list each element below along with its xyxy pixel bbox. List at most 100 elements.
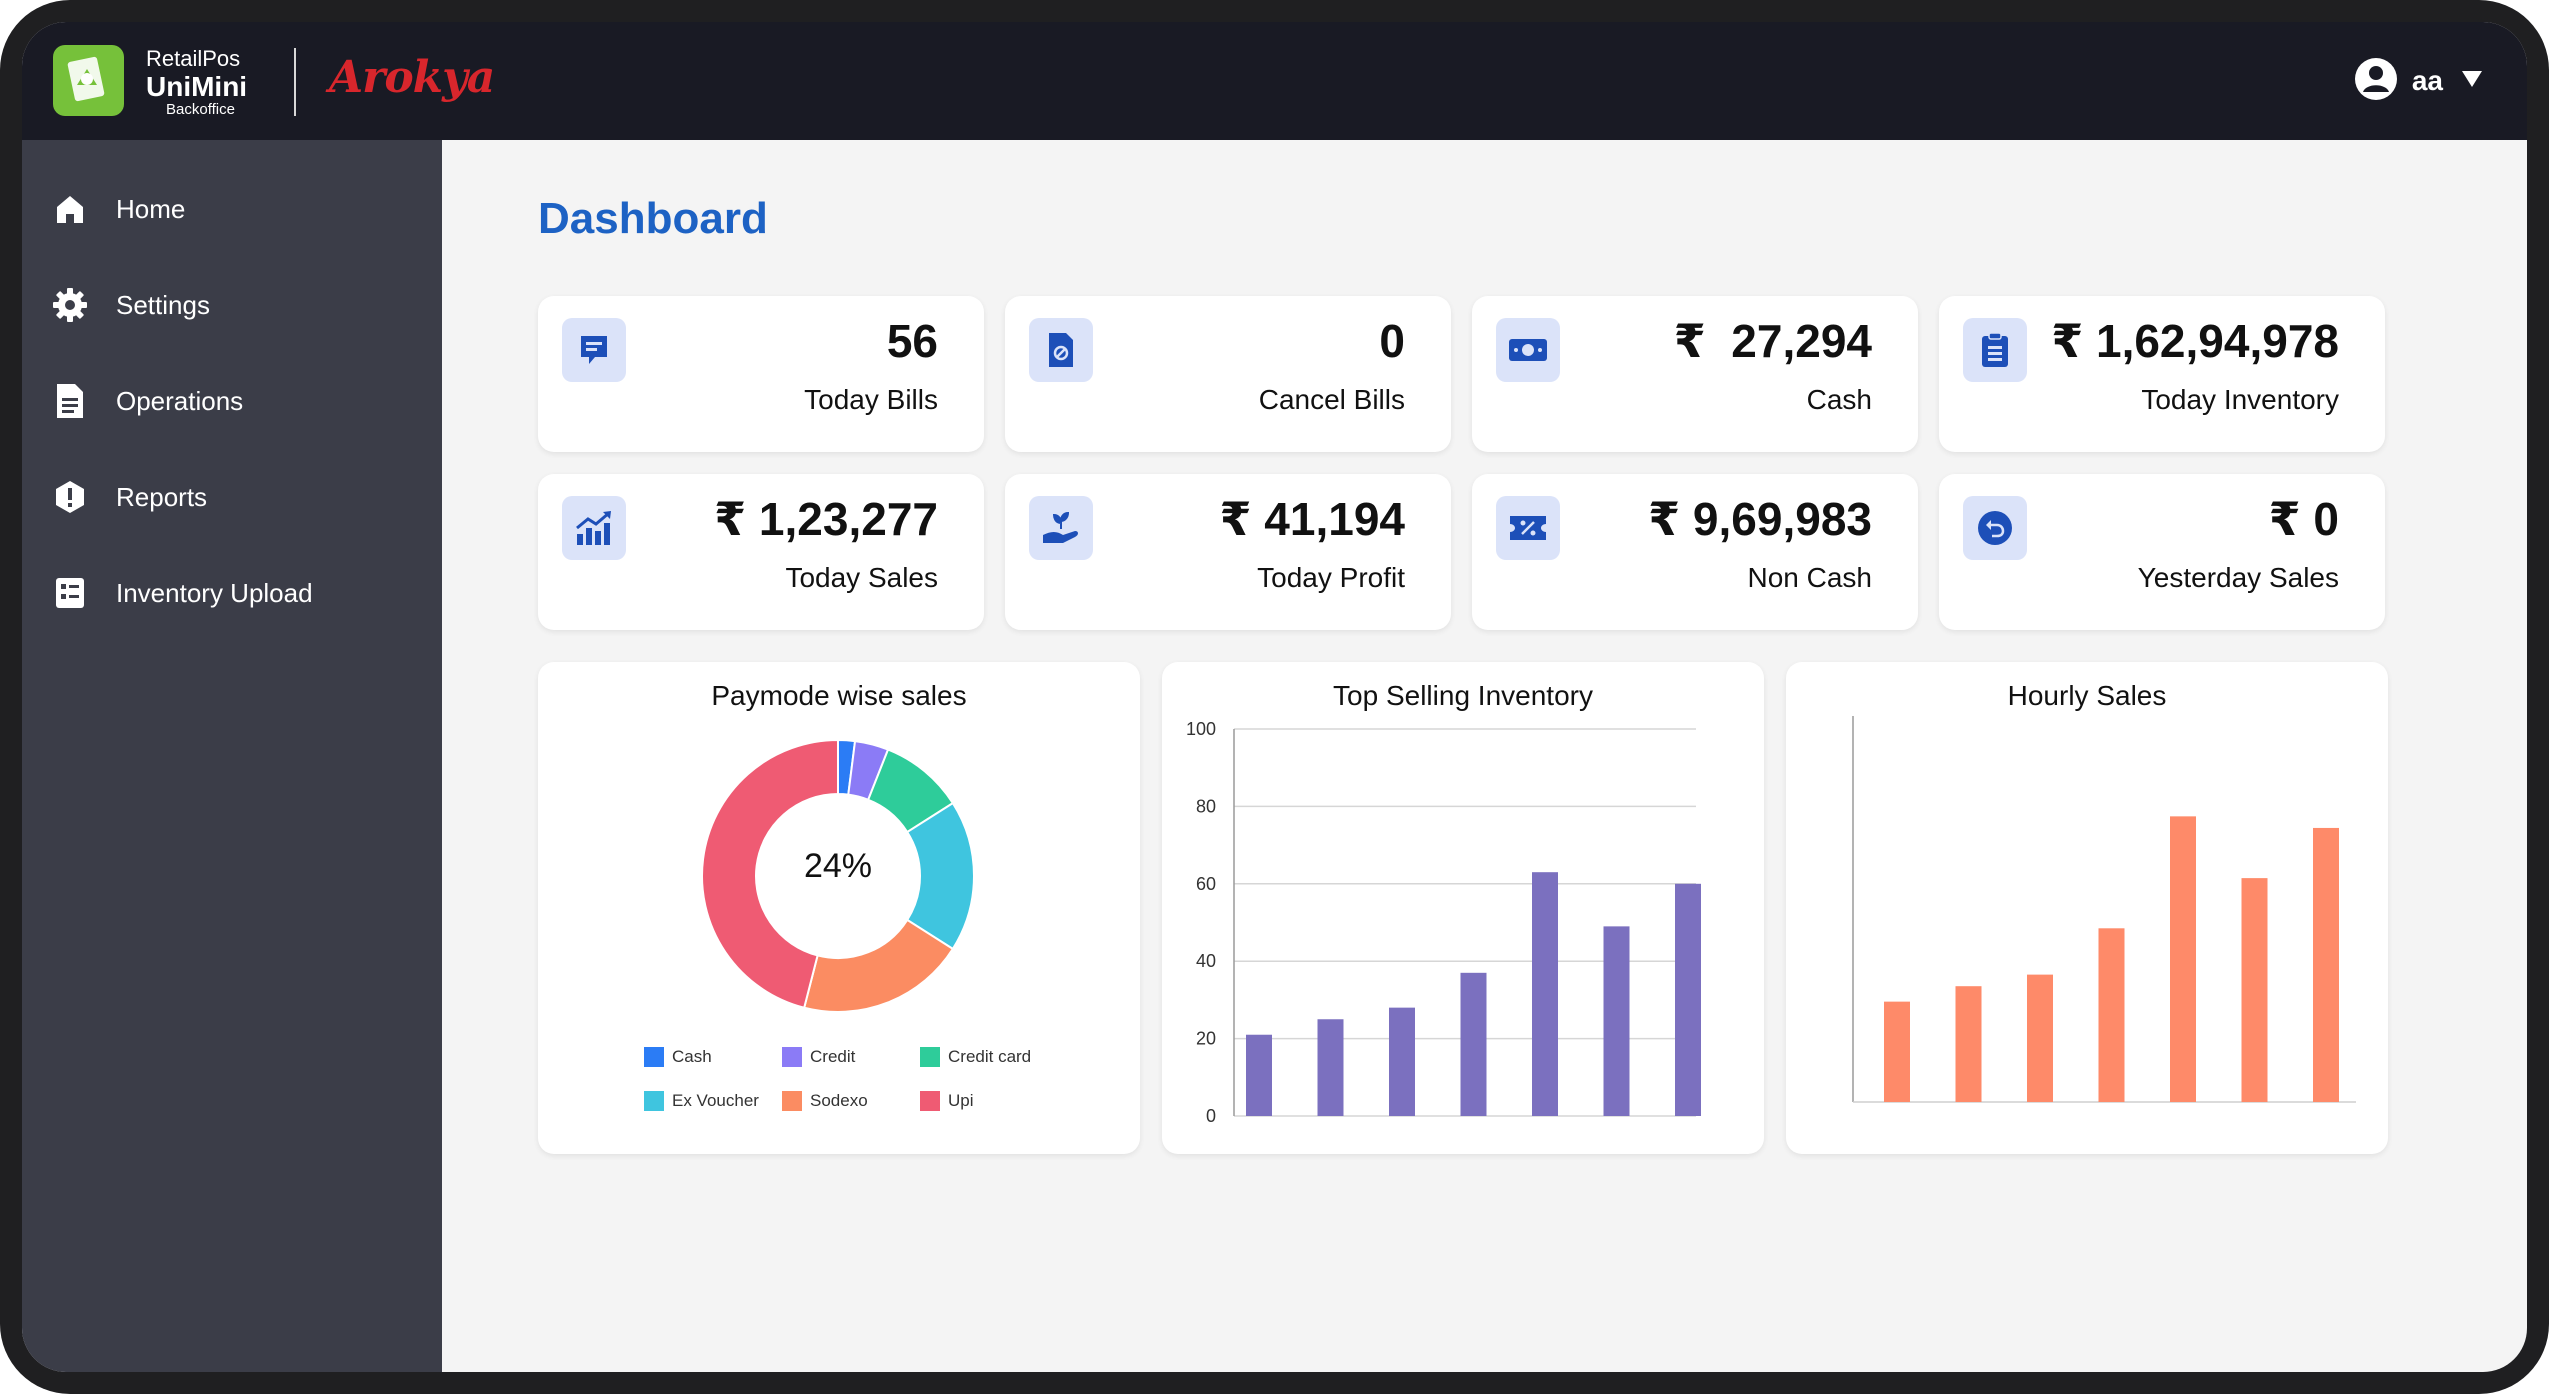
stat-value: ₹ 41,194 (1219, 493, 1405, 545)
brand-divider (294, 48, 296, 116)
top-bar: RetailPos UniMini Backoffice Arokya aa (22, 22, 2527, 140)
legend-item-cash[interactable]: Cash (644, 1047, 712, 1067)
stat-card-non-cash[interactable]: ₹ 9,69,983 Non Cash (1472, 474, 1918, 630)
page-title: Dashboard (538, 194, 768, 243)
pie-slice-upi[interactable] (701, 738, 839, 1009)
stat-card-cash[interactable]: ₹ 27,294 Cash (1472, 296, 1918, 452)
cancel-document-icon (1029, 318, 1093, 382)
y-tick-label: 100 (1186, 719, 1216, 739)
bar[interactable] (1246, 1034, 1272, 1116)
sidebar-item-reports[interactable]: Reports (22, 449, 442, 545)
legend-label: Credit (810, 1047, 856, 1066)
brand-text: RetailPos UniMini Backoffice (146, 46, 247, 118)
stat-card-today-inventory[interactable]: ₹ 1,62,94,978 Today Inventory (1939, 296, 2385, 452)
y-tick-label: 40 (1196, 951, 1216, 971)
stat-label: Non Cash (1747, 562, 1872, 593)
pie-slice-sodexo[interactable] (802, 918, 955, 1013)
stat-label: Yesterday Sales (2137, 562, 2339, 593)
sidebar-item-label: Reports (116, 481, 208, 512)
retailpos-logo-icon (53, 45, 124, 116)
sidebar-item-label: Home (116, 193, 186, 224)
app-screen: RetailPos UniMini Backoffice Arokya aa (22, 22, 2527, 1372)
sidebar-item-label: Inventory Upload (116, 577, 313, 608)
y-tick-label: 0 (1206, 1106, 1216, 1126)
stat-value: ₹ 1,62,94,978 (2051, 315, 2339, 367)
stat-label: Today Inventory (2141, 384, 2339, 415)
legend-swatch (920, 1091, 940, 1111)
stat-card-yesterday-sales[interactable]: ₹ 0 Yesterday Sales (1939, 474, 2385, 630)
stat-value: ₹ 1,23,277 (714, 493, 938, 545)
legend-label: Credit card (948, 1047, 1032, 1066)
legend-item-credit-card[interactable]: Credit card (920, 1047, 1031, 1067)
sidebar: Home Settings (22, 140, 442, 1372)
sidebar-item-operations[interactable]: Operations (22, 353, 442, 449)
bar[interactable] (1675, 883, 1701, 1116)
y-tick-label: 60 (1196, 874, 1216, 894)
top-selling-bar-chart: 0 20 40 60 80 100 (1186, 719, 1701, 1126)
stat-card-today-bills[interactable]: 56 Today Bills (538, 296, 984, 452)
legend-swatch (920, 1047, 940, 1067)
chart-title: Top Selling Inventory (1333, 680, 1593, 711)
bar[interactable] (1603, 926, 1630, 1116)
user-name: aa (2411, 65, 2443, 96)
legend-label: Cash (672, 1047, 712, 1066)
sidebar-item-label: Operations (116, 385, 244, 416)
stat-value: 0 (1379, 315, 1405, 367)
stat-value: 56 (886, 315, 938, 367)
bar[interactable] (2313, 827, 2339, 1102)
bar[interactable] (1317, 1019, 1344, 1116)
user-avatar-icon (2354, 57, 2398, 106)
alert-icon (52, 479, 88, 515)
stat-card-today-sales[interactable]: ₹ 1,23,277 Today Sales (538, 474, 984, 630)
legend-item-ex-voucher[interactable]: Ex Voucher (644, 1091, 759, 1111)
y-tick-label: 20 (1196, 1029, 1216, 1049)
stat-card-cancel-bills[interactable]: 0 Cancel Bills (1005, 296, 1451, 452)
legend-swatch (644, 1047, 664, 1067)
sidebar-item-settings[interactable]: Settings (22, 257, 442, 353)
bar[interactable] (1955, 986, 1982, 1102)
sidebar-item-label: Settings (116, 289, 210, 320)
legend-item-upi[interactable]: Upi (920, 1091, 974, 1111)
home-icon (52, 191, 88, 227)
cash-icon (1496, 318, 1560, 382)
stat-value: ₹ 0 (2268, 493, 2339, 545)
chart-title: Hourly Sales (2007, 680, 2167, 711)
brand-sub: Backoffice (166, 101, 235, 118)
bar[interactable] (1389, 1007, 1415, 1116)
legend-item-credit[interactable]: Credit (782, 1047, 855, 1067)
stat-value: ₹ 27,294 (1673, 315, 1872, 367)
paymode-donut-chart: 24% (701, 738, 975, 1013)
stat-card-today-profit[interactable]: ₹ 41,194 Today Profit (1005, 474, 1451, 630)
stat-label: Cash (1806, 384, 1872, 415)
bar[interactable] (2170, 816, 2196, 1102)
stat-label: Today Profit (1257, 562, 1405, 593)
chevron-down-icon[interactable] (2461, 70, 2483, 93)
receipt-icon (562, 318, 626, 382)
sidebar-item-home[interactable]: Home (22, 161, 442, 257)
legend-swatch (782, 1047, 802, 1067)
brand-main: UniMini (146, 71, 248, 102)
bar[interactable] (2241, 878, 2268, 1102)
bar[interactable] (1460, 972, 1487, 1116)
profit-hand-icon (1029, 496, 1093, 560)
y-tick-label: 80 (1196, 796, 1216, 816)
discount-ticket-icon (1496, 496, 1560, 560)
stat-value: ₹ 9,69,983 (1648, 493, 1872, 545)
stat-label: Today Sales (785, 562, 938, 593)
bar[interactable] (2027, 974, 2053, 1102)
legend-label: Upi (948, 1091, 974, 1110)
stat-label: Cancel Bills (1258, 384, 1405, 415)
legend-swatch (644, 1091, 664, 1111)
paymode-chart-panel: Paymode wise sales 24% Cash Credit Credit … (538, 662, 1140, 1154)
chart-title: Paymode wise sales (711, 680, 967, 711)
bar[interactable] (2098, 928, 2125, 1102)
bar[interactable] (1884, 1001, 1910, 1102)
sidebar-item-inventory-upload[interactable]: Inventory Upload (22, 545, 442, 641)
bar[interactable] (1532, 872, 1558, 1116)
legend-item-sodexo[interactable]: Sodexo (782, 1091, 868, 1111)
user-menu[interactable]: aa (2354, 57, 2483, 106)
gear-icon (52, 287, 88, 323)
hourly-sales-chart-panel: Hourly Sales (1786, 662, 2388, 1154)
brand-top: RetailPos (146, 46, 241, 71)
stat-label: Today Bills (804, 384, 938, 415)
